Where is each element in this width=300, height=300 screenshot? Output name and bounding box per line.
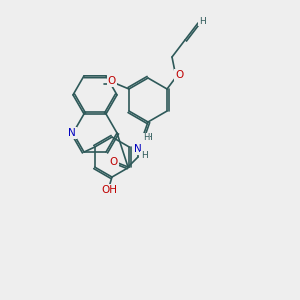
- Text: O: O: [108, 76, 116, 86]
- Text: H: H: [143, 134, 149, 142]
- Text: H: H: [141, 152, 147, 160]
- Text: OH: OH: [101, 185, 117, 195]
- Text: H: H: [199, 16, 206, 26]
- Text: N: N: [134, 144, 142, 154]
- Text: O: O: [175, 70, 183, 80]
- Text: O: O: [110, 157, 118, 167]
- Text: H: H: [145, 134, 152, 142]
- Text: N: N: [68, 128, 76, 138]
